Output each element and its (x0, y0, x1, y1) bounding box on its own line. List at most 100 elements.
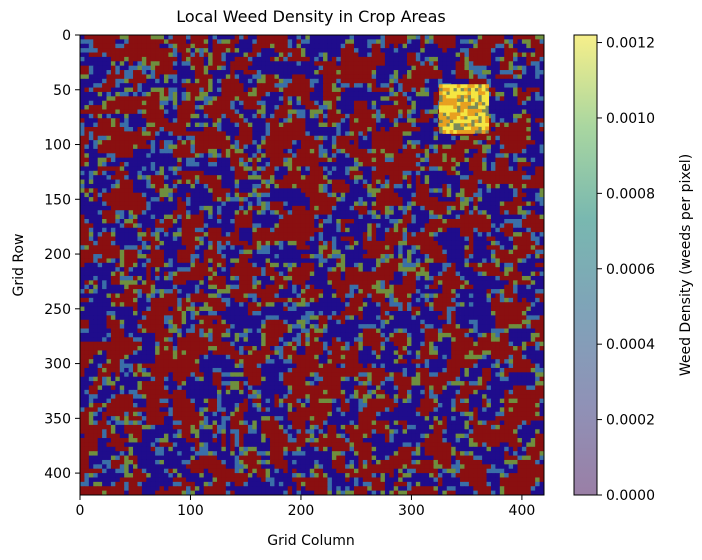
heatmap-cell (358, 223, 364, 229)
heatmap-cell (155, 43, 160, 49)
heatmap-cell (345, 118, 350, 124)
heatmap-cell (141, 162, 147, 167)
heatmap-cell (336, 83, 342, 88)
heatmap-cell (88, 240, 94, 246)
heatmap-cell (371, 175, 377, 180)
heatmap-cell (340, 122, 346, 128)
heatmap-cell (93, 205, 99, 211)
heatmap-cell (389, 183, 395, 189)
heatmap-cell (274, 214, 280, 220)
heatmap-cell (402, 162, 408, 167)
heatmap-cell (203, 210, 209, 216)
heatmap-cell (124, 131, 130, 137)
heatmap-cell (212, 74, 218, 80)
heatmap-cell (133, 91, 138, 97)
heatmap-cell (283, 192, 289, 198)
heatmap-cell (186, 48, 191, 53)
heatmap-cell (199, 232, 205, 237)
heatmap-cell (128, 118, 134, 124)
heatmap-cell (190, 214, 196, 220)
heatmap-cell (345, 127, 350, 132)
heatmap-cell (376, 192, 381, 198)
heatmap-cell (225, 83, 231, 88)
heatmap-cell (455, 205, 461, 211)
heatmap-cell (80, 144, 85, 150)
heatmap-cell (234, 170, 240, 176)
heatmap-cell (203, 135, 209, 141)
heatmap-cell (80, 109, 85, 115)
heatmap-cell (327, 87, 333, 93)
heatmap-cell (256, 96, 262, 102)
heatmap-cell (407, 118, 412, 124)
heatmap-cell (446, 52, 452, 58)
heatmap-cell (521, 35, 527, 40)
heatmap-cell (477, 188, 483, 194)
heatmap-cell (146, 179, 152, 185)
heatmap-cell (446, 65, 452, 71)
heatmap-cell (411, 48, 417, 53)
heatmap-cell (429, 118, 434, 124)
heatmap-cell (526, 162, 532, 167)
heatmap-cell (208, 144, 213, 150)
heatmap-cell (398, 175, 403, 180)
heatmap-cell (203, 83, 209, 88)
heatmap-cell (384, 122, 390, 128)
heatmap-cell (177, 148, 183, 154)
heatmap-cell (124, 227, 130, 233)
heatmap-cell (504, 144, 510, 150)
heatmap-cell (292, 157, 297, 163)
heatmap-cell (508, 48, 514, 53)
heatmap-cell (535, 205, 540, 211)
heatmap-cell (504, 127, 510, 132)
heatmap-cell (486, 197, 492, 202)
heatmap-cell (464, 48, 470, 53)
heatmap-cell (287, 223, 293, 229)
heatmap-cell (221, 35, 227, 40)
heatmap-cell (97, 113, 103, 119)
heatmap-cell (97, 219, 103, 224)
heatmap-cell (407, 113, 412, 119)
heatmap-cell (318, 232, 324, 237)
heatmap-cell (437, 56, 443, 62)
heatmap-cell (539, 105, 544, 110)
heatmap-cell (349, 100, 355, 106)
heatmap-cell (155, 65, 160, 71)
heatmap-cell (110, 219, 116, 224)
heatmap-cell (155, 236, 160, 242)
heatmap-cell (239, 162, 244, 167)
heatmap-cell (225, 148, 231, 154)
heatmap-cell (504, 100, 510, 106)
heatmap-cell (265, 140, 271, 145)
heatmap-cell (97, 61, 103, 67)
heatmap-cell (429, 131, 434, 137)
heatmap-cell (292, 227, 297, 233)
heatmap-cell (323, 179, 328, 185)
heatmap-cell (110, 148, 116, 154)
heatmap-cell (437, 70, 443, 75)
heatmap-cell (221, 214, 227, 220)
heatmap-cell (274, 201, 280, 207)
heatmap-cell (119, 96, 125, 102)
heatmap-cell (119, 65, 125, 71)
heatmap-cell (106, 157, 112, 163)
heatmap-cell (349, 157, 355, 163)
heatmap-cell (327, 100, 333, 106)
heatmap-cell (221, 183, 227, 189)
heatmap-cell (102, 118, 107, 124)
heatmap-cell (274, 118, 280, 124)
heatmap-cell (393, 118, 399, 124)
heatmap-cell (247, 219, 253, 224)
heatmap-cell (473, 197, 479, 202)
heatmap-cell (141, 166, 147, 172)
heatmap-cell (318, 214, 324, 220)
heatmap-cell (477, 201, 483, 207)
heatmap-cell (517, 74, 523, 80)
heatmap-cell (274, 166, 280, 172)
heatmap-cell (119, 100, 125, 106)
heatmap-cell (128, 56, 134, 62)
heatmap-cell (115, 197, 121, 202)
heatmap-cell (504, 109, 510, 115)
heatmap-cell (526, 170, 532, 176)
heatmap-cell (115, 65, 121, 71)
heatmap-cell (199, 227, 205, 233)
